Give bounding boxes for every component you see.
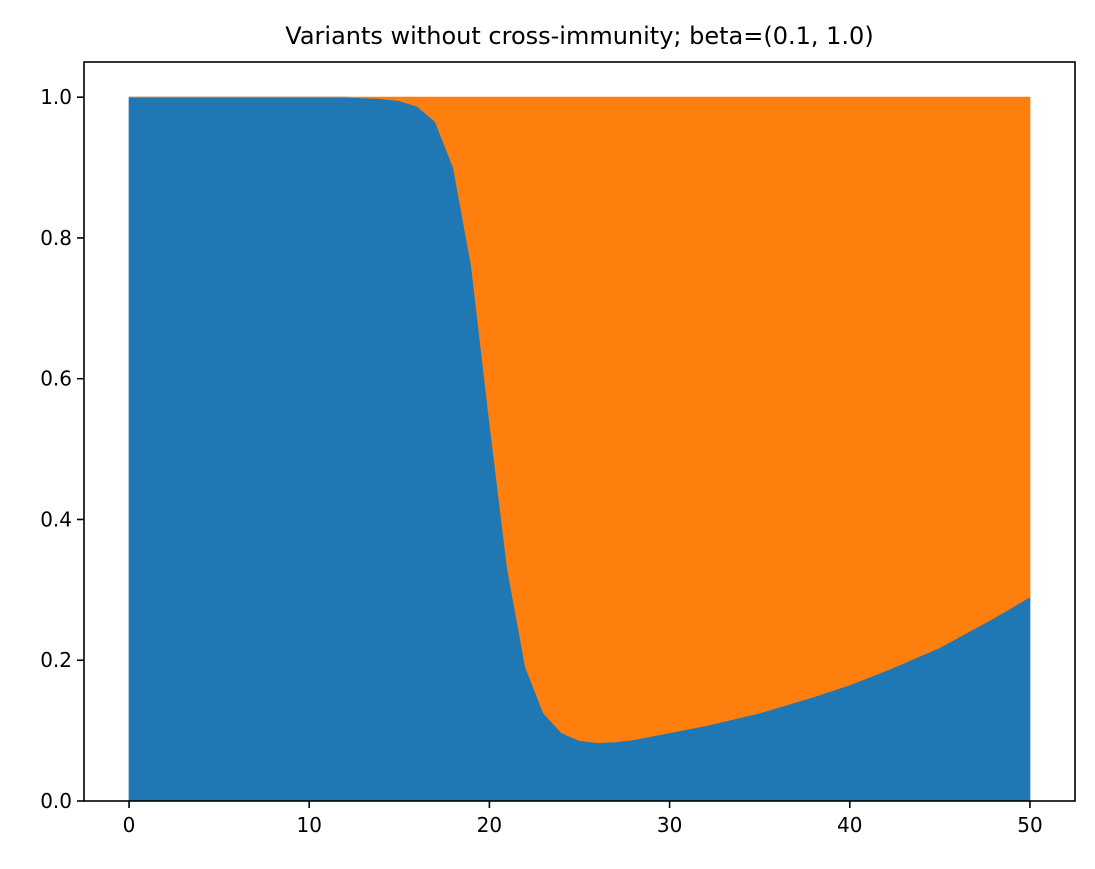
y-axis-ticks: 0.0 0.2 0.4 0.6 0.8 1.0 [40,85,84,813]
area-series-2 [128,96,1031,743]
x-tick-label: 30 [657,813,682,837]
y-tick-label: 0.2 [40,648,72,672]
y-tick-label: 0.4 [40,507,72,531]
y-tick-label: 0.0 [40,789,72,813]
x-tick-label: 0 [123,813,136,837]
y-tick-label: 0.8 [40,226,72,250]
area-series-group [128,96,1031,802]
x-tick-label: 10 [297,813,322,837]
x-axis-ticks: 0 10 20 30 40 50 [123,801,1043,837]
axes-frame [83,61,1076,802]
y-tick-label: 0.6 [40,367,72,391]
x-tick-label: 20 [477,813,502,837]
x-tick-label: 40 [837,813,862,837]
y-tick-label: 1.0 [40,85,72,109]
x-tick-label: 50 [1017,813,1042,837]
chart-title: Variants without cross-immunity; beta=(0… [285,22,873,50]
